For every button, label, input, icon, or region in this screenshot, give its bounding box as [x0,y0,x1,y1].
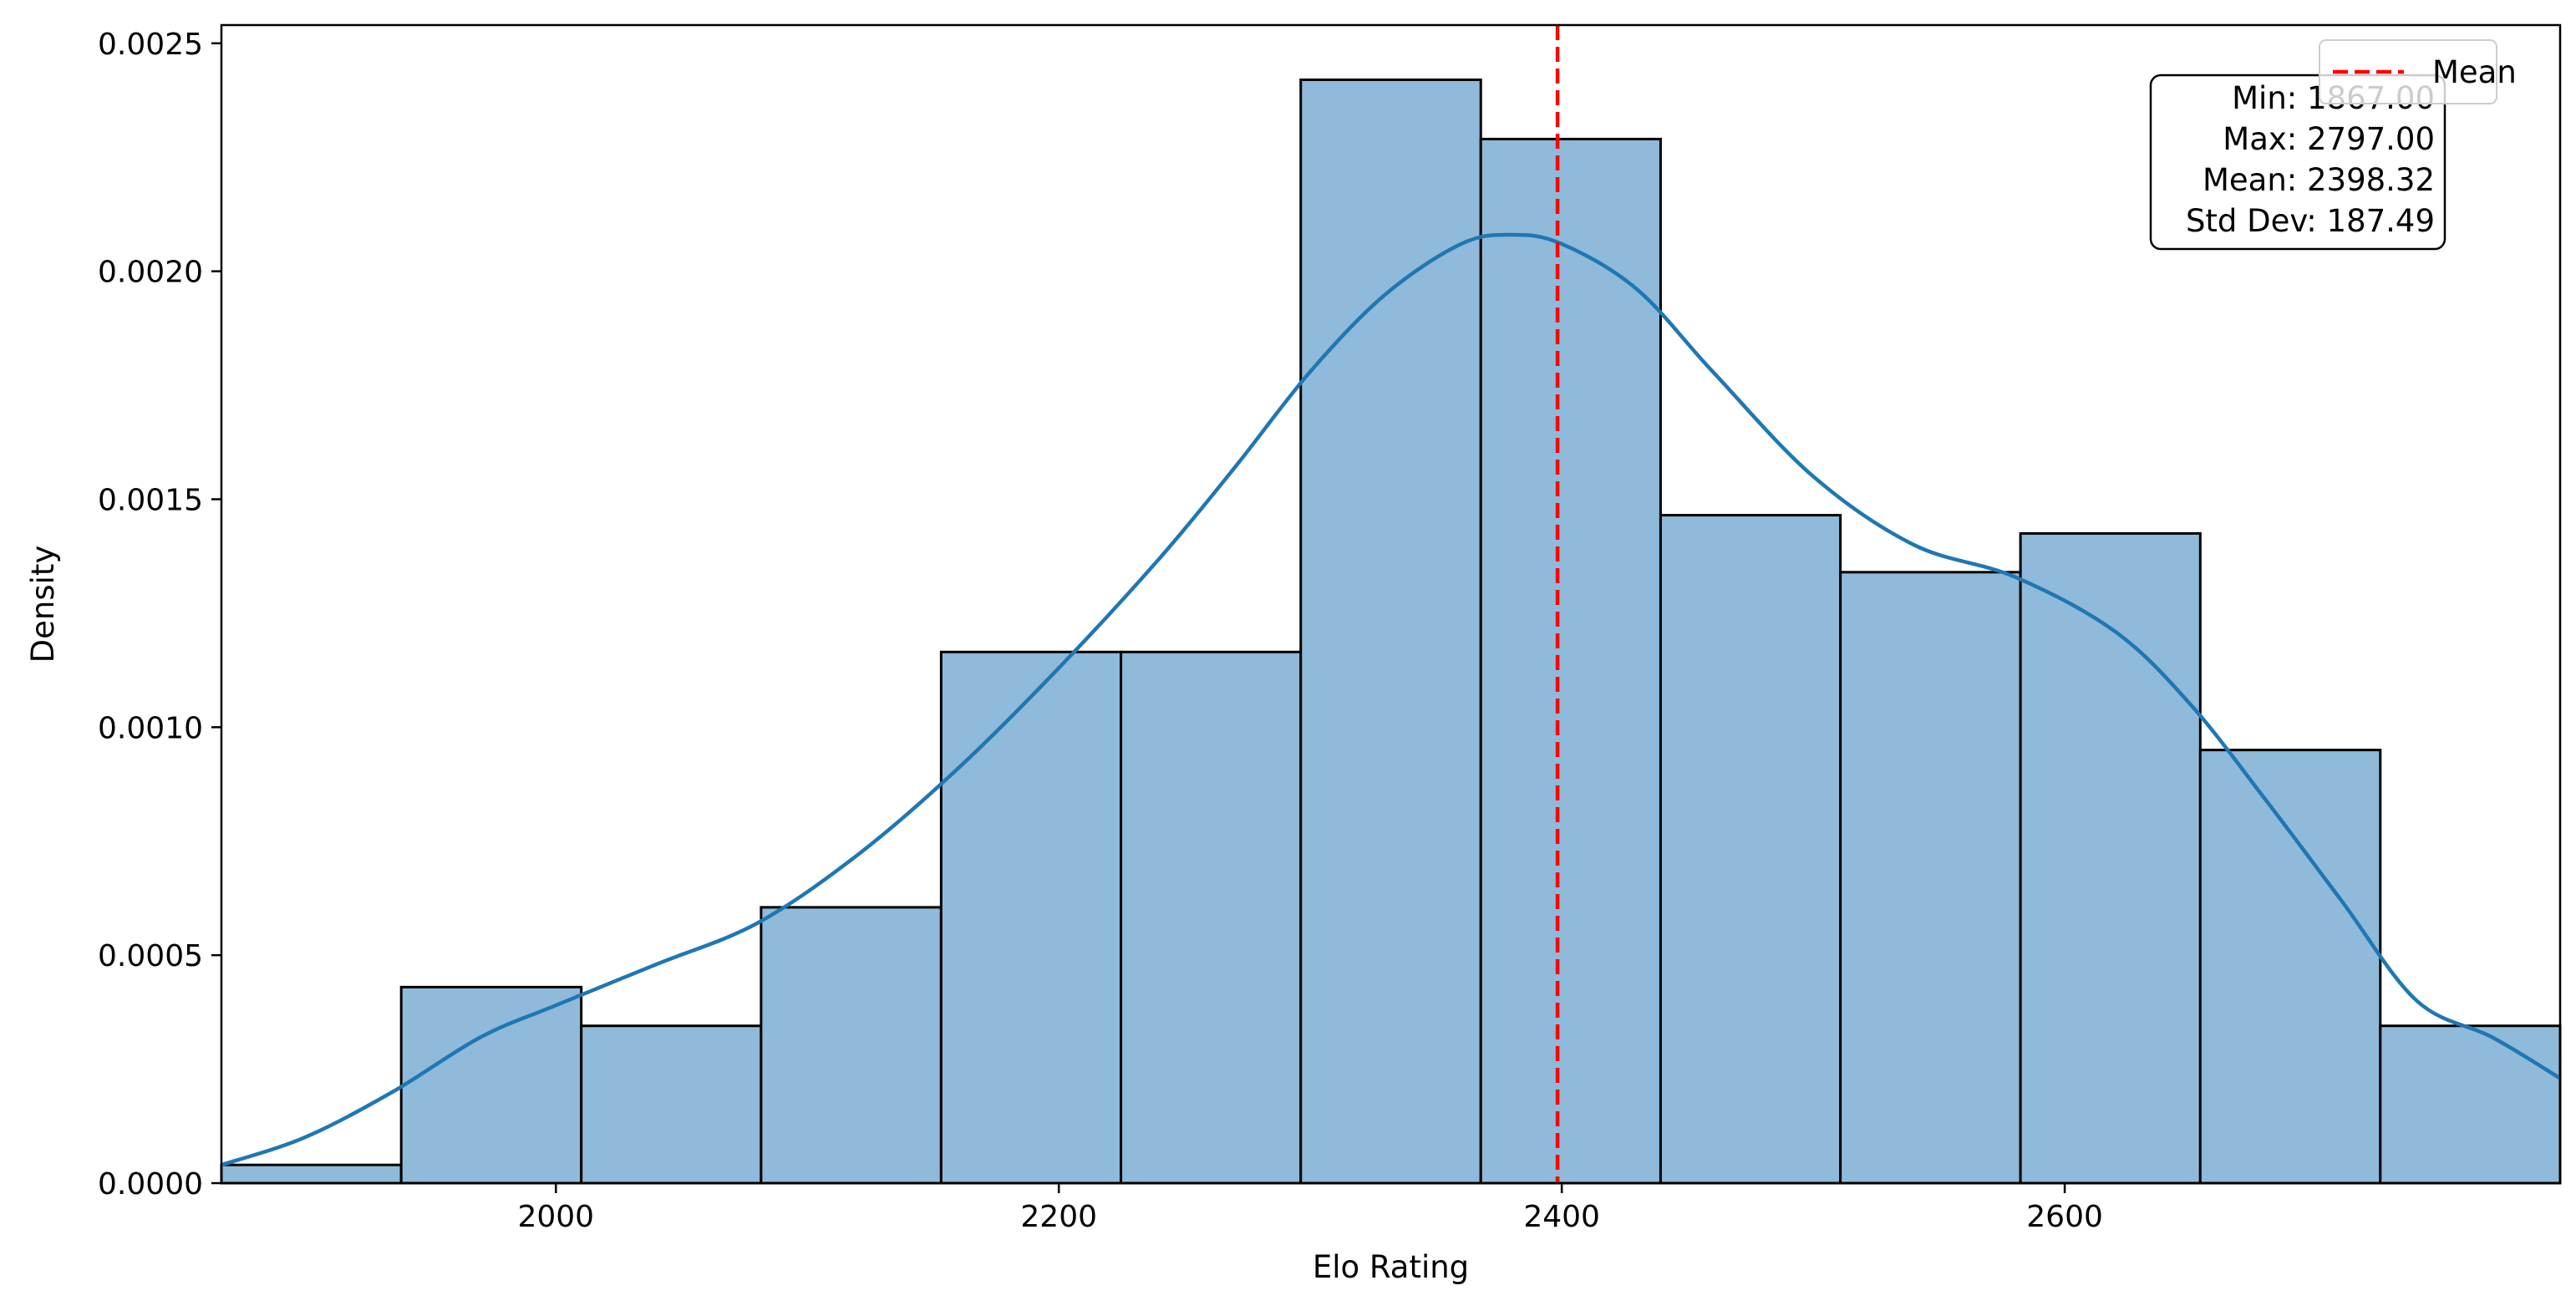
x-tick-label: 2000 [517,1200,594,1234]
x-axis-ticks: 2000 2200 2400 2600 [517,1183,2103,1234]
legend: Mean [2319,39,2517,104]
y-tick-label: 0.0000 [98,1167,203,1202]
kde-curve [221,232,2562,1167]
plot-area-frame [220,23,2562,1185]
x-tick-label: 2400 [1523,1200,1600,1234]
y-tick-label: 0.0015 [98,483,203,517]
y-axis-ticks: 0.0000 0.0005 0.0010 0.0015 0.0020 0.0025 [98,28,221,1202]
histogram-bars [220,78,2562,1185]
legend-frame [2319,39,2497,104]
x-axis-label: Elo Rating [1313,1249,1469,1285]
y-tick-label: 0.0020 [98,256,203,290]
histogram-bar-1 [399,985,583,1185]
histogram-bar-2 [580,1024,763,1185]
y-tick-label: 0.0005 [98,939,203,973]
histogram-bar-8 [1659,514,1842,1185]
histogram-bar-12 [2379,1024,2562,1185]
x-tick-label: 2200 [1020,1200,1097,1234]
histogram-bar-0 [220,1163,403,1185]
histogram-bar-6 [1299,78,1482,1185]
histogram-bar-7 [1479,137,1662,1185]
y-axis-label: Density [25,546,61,663]
y-tick-label: 0.0010 [98,711,203,745]
statistics-line: Std Dev: 187.49 [2186,203,2435,239]
y-tick-label: 0.0025 [98,28,203,62]
statistics-box-frame [2149,74,2446,251]
x-tick-label: 2600 [2026,1200,2103,1234]
statistics-line: Max: 2797.00 [2223,121,2435,157]
histogram-bar-5 [1120,650,1303,1185]
legend-mean-label: Mean [2432,54,2517,90]
histogram-bar-9 [1839,571,2022,1185]
histogram-bar-4 [939,650,1123,1185]
histogram-bar-11 [2198,749,2382,1185]
histogram-bar-3 [760,906,943,1185]
histogram-bar-10 [2019,531,2202,1185]
statistics-line: Mean: 2398.32 [2203,162,2435,198]
